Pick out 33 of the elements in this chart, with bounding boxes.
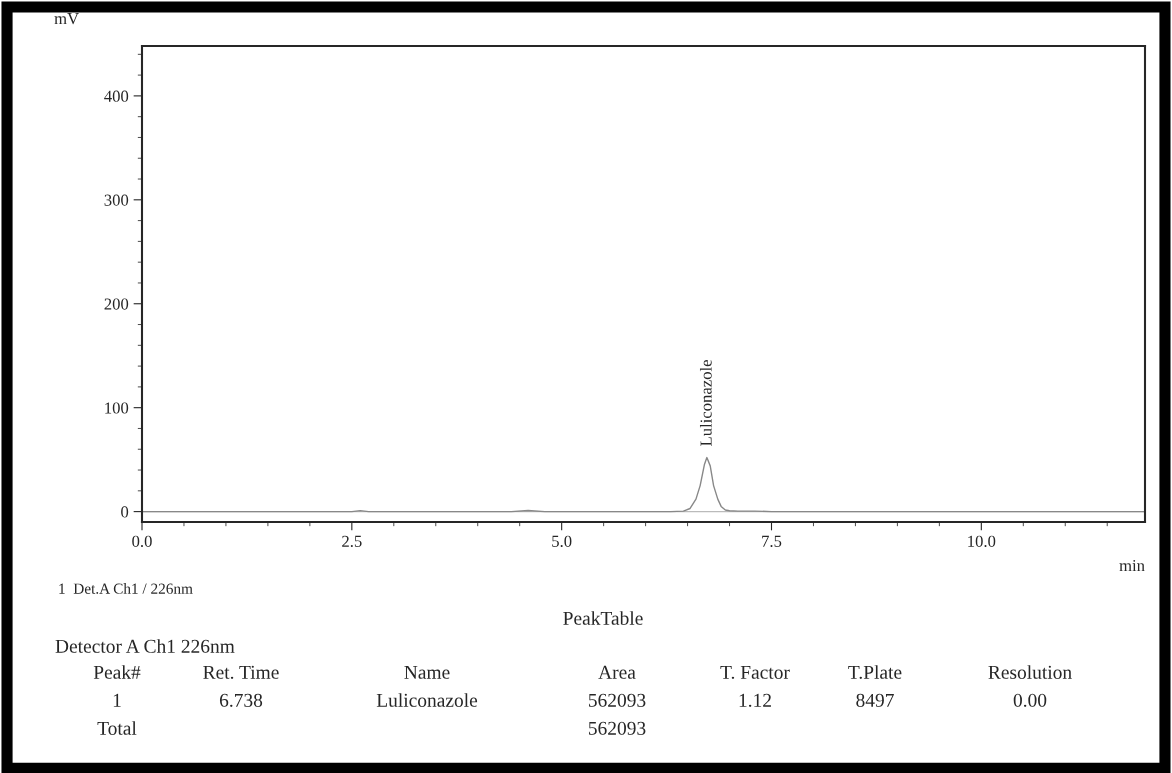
x-tick-label: 7.5 — [762, 535, 782, 547]
y-tick-label: 0 — [121, 506, 129, 518]
annotation: Luliconazole — [699, 360, 712, 446]
text: 0.00 — [1013, 693, 1047, 707]
text: Total — [97, 721, 137, 735]
y-axis-title: mV — [54, 13, 79, 25]
x-tick-label: 5.0 — [552, 535, 572, 547]
text: 1 Det.A Ch1 / 226nm — [59, 583, 193, 594]
x-tick-label: 0.0 — [132, 535, 152, 547]
text: Name — [404, 665, 450, 679]
text: Luliconazole — [376, 693, 478, 707]
x-axis-title: min — [1119, 559, 1145, 572]
text: Peak# — [93, 665, 141, 679]
y-tick-label: 300 — [104, 194, 129, 206]
text: Ret. Time — [203, 665, 279, 679]
x-tick-label: 10.0 — [968, 535, 996, 547]
text: 562093 — [588, 721, 646, 735]
text: PeakTable — [563, 611, 643, 625]
y-tick-label: 200 — [104, 298, 129, 310]
text: 8497 — [856, 693, 894, 707]
text: Detector A Ch1 226nm — [55, 639, 235, 653]
text: 562093 — [588, 693, 646, 707]
text: Resolution — [988, 665, 1072, 679]
y-tick-label: 400 — [104, 90, 129, 102]
line-series — [142, 456, 1145, 513]
text: Area — [598, 665, 636, 679]
text: T.Plate — [848, 665, 902, 679]
text: 6.738 — [219, 693, 263, 707]
text: 1.12 — [739, 693, 771, 707]
x-tick-label: 2.5 — [342, 535, 362, 547]
text: 1 — [113, 693, 121, 707]
y-tick-label: 100 — [105, 402, 129, 414]
text: T. Factor — [720, 665, 790, 679]
